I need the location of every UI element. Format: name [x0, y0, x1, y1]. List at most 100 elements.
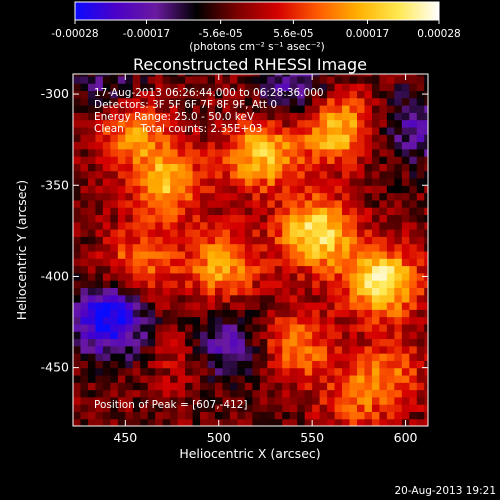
heatmap-cell	[73, 265, 82, 274]
heatmap-cell	[95, 177, 104, 186]
heatmap-cell	[297, 250, 306, 259]
heatmap-cell	[244, 177, 253, 186]
heatmap-cell	[386, 323, 395, 332]
heatmap-cell	[312, 301, 321, 310]
heatmap-cell	[267, 323, 276, 332]
heatmap-cell	[155, 367, 164, 376]
heatmap-cell	[327, 360, 336, 369]
heatmap-cell	[349, 148, 358, 157]
heatmap-cell	[125, 163, 134, 172]
heatmap-cell	[102, 119, 111, 128]
heatmap-cell	[386, 214, 395, 223]
heatmap-cell	[424, 280, 428, 288]
heatmap-cell	[319, 280, 328, 288]
heatmap-cell	[319, 236, 328, 245]
heatmap-cell	[289, 163, 298, 172]
heatmap-cell	[125, 75, 134, 84]
heatmap-cell	[155, 126, 164, 135]
heatmap-cell	[215, 316, 224, 325]
heatmap-cell	[267, 199, 276, 208]
heatmap-cell	[102, 83, 111, 92]
heatmap-cell	[140, 229, 149, 237]
heatmap-cell	[252, 126, 261, 135]
heatmap-cell	[252, 112, 261, 121]
heatmap-cell	[386, 294, 395, 303]
heatmap-cell	[274, 309, 283, 318]
heatmap-cell	[349, 141, 358, 150]
heatmap-cell	[297, 97, 306, 106]
heatmap-cell	[259, 316, 268, 325]
heatmap-cell	[379, 192, 388, 201]
heatmap-cell	[386, 134, 395, 143]
heatmap-cell	[379, 301, 388, 310]
heatmap-cell	[215, 338, 224, 347]
heatmap-cell	[80, 141, 89, 150]
heatmap-cell	[304, 74, 313, 77]
heatmap-cell	[237, 105, 246, 113]
heatmap-cell	[267, 301, 276, 310]
heatmap-cell	[110, 287, 119, 296]
heatmap-cell	[416, 301, 425, 310]
heatmap-cell	[282, 134, 291, 143]
heatmap-cell	[267, 265, 276, 274]
heatmap-cell	[297, 404, 306, 413]
heatmap-cell	[222, 280, 231, 288]
heatmap-cell	[386, 74, 395, 77]
heatmap-cell	[87, 126, 97, 135]
heatmap-cell	[147, 338, 156, 347]
heatmap-cell	[80, 396, 89, 405]
heatmap-cell	[229, 221, 239, 230]
heatmap-cell	[349, 236, 358, 245]
heatmap-cell	[401, 250, 410, 259]
heatmap-cell	[155, 243, 164, 252]
heatmap-cell	[177, 207, 186, 216]
heatmap-cell	[379, 265, 388, 274]
heatmap-cell	[252, 119, 261, 128]
heatmap-cell	[342, 214, 351, 223]
heatmap-cell	[349, 389, 358, 398]
heatmap-cell	[394, 353, 403, 361]
heatmap-cell	[222, 367, 231, 376]
heatmap-cell	[73, 309, 82, 318]
heatmap-cell	[349, 309, 358, 318]
heatmap-cell	[357, 214, 366, 223]
heatmap-cell	[259, 148, 268, 157]
heatmap-cell	[409, 331, 418, 340]
heatmap-cell	[244, 374, 253, 383]
heatmap-cell	[252, 265, 261, 274]
heatmap-cell	[162, 74, 171, 77]
heatmap-cell	[409, 272, 418, 281]
heatmap-cell	[117, 367, 126, 376]
heatmap-cell	[155, 265, 164, 274]
heatmap-cell	[147, 367, 156, 376]
heatmap-cell	[327, 112, 336, 121]
heatmap-cell	[229, 258, 239, 267]
heatmap-cell	[87, 382, 97, 391]
heatmap-cell	[349, 265, 358, 274]
heatmap-cell	[222, 177, 231, 186]
heatmap-cell	[140, 119, 149, 128]
heatmap-cell	[237, 170, 246, 179]
heatmap-cell	[274, 411, 283, 420]
heatmap-cell	[87, 192, 97, 201]
heatmap-cell	[371, 287, 381, 296]
heatmap-cell	[237, 126, 246, 135]
heatmap-cell	[110, 170, 119, 179]
heatmap-cell	[207, 105, 216, 113]
heatmap-cell	[386, 199, 395, 208]
heatmap-cell	[274, 353, 283, 361]
y-tick-label: -300	[41, 86, 69, 101]
heatmap-cell	[110, 236, 119, 245]
heatmap-cell	[102, 156, 111, 164]
heatmap-cell	[102, 126, 111, 135]
heatmap-cell	[416, 185, 425, 194]
heatmap-cell	[125, 119, 134, 128]
heatmap-cell	[177, 83, 186, 92]
heatmap-cell	[386, 75, 395, 84]
heatmap-cell	[102, 148, 111, 157]
heatmap-cell	[207, 170, 216, 179]
heatmap-cell	[401, 243, 410, 252]
heatmap-cell	[416, 236, 425, 245]
heatmap-cell	[401, 229, 410, 237]
